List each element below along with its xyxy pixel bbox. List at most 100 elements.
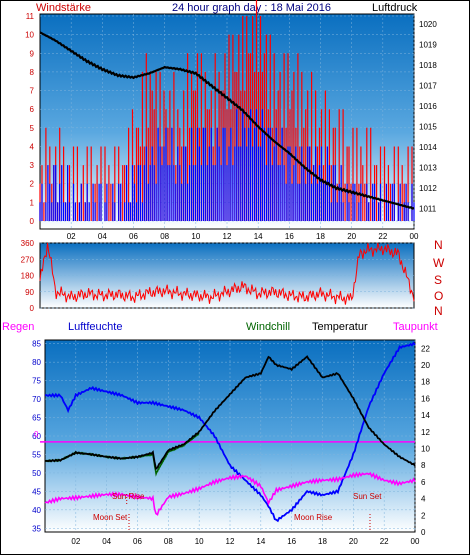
pressure-y-tick-label: 1011 bbox=[419, 205, 437, 214]
wind-x-tick-label: 06 bbox=[129, 232, 138, 241]
pressure-y-tick-label: 1016 bbox=[419, 102, 437, 111]
temperature-y-tick-label: 22 bbox=[421, 344, 430, 353]
humidity-x-tick-label: 10 bbox=[195, 537, 204, 546]
pressure-y-tick-label: 1019 bbox=[419, 41, 437, 50]
direction-y-tick-label: 270 bbox=[21, 255, 35, 264]
humidity-x-tick-label: 14 bbox=[256, 537, 265, 546]
temperature-y-tick-label: 20 bbox=[421, 361, 430, 370]
wind-y-tick-label: 2 bbox=[30, 180, 35, 189]
wind-x-tick-label: 22 bbox=[378, 232, 387, 241]
wind-y-tick-label: 10 bbox=[25, 31, 34, 40]
pressure-y-tick-label: 1017 bbox=[419, 82, 437, 91]
wind-x-tick-label: 16 bbox=[285, 232, 294, 241]
wind-y-tick-label: 1 bbox=[30, 198, 35, 207]
direction-y-tick-label: 180 bbox=[21, 272, 35, 281]
temperature-y-tick-label: 4 bbox=[421, 495, 426, 504]
humidity-x-tick-label: 08 bbox=[164, 537, 173, 546]
wind-x-tick-label: 08 bbox=[160, 232, 169, 241]
direction-y-tick-label: 0 bbox=[30, 304, 35, 313]
temperature-label: Temperatur bbox=[312, 321, 368, 333]
humidity-x-tick-label: 00 bbox=[411, 537, 420, 546]
temperature-y-tick-label: 2 bbox=[421, 511, 426, 520]
humidity-y-tick-label: 85 bbox=[32, 340, 41, 349]
temperature-y-tick-label: 18 bbox=[421, 378, 430, 387]
direction-y-tick-label: 360 bbox=[21, 239, 35, 248]
temperature-y-tick-label: 6 bbox=[421, 478, 426, 487]
wind-x-tick-label: 02 bbox=[67, 232, 76, 241]
wind-pressure-chart: 0123456789101110111012101310141015101610… bbox=[25, 0, 437, 241]
pressure-axis-title: Luftdruck bbox=[372, 2, 418, 14]
humidity-x-tick-label: 04 bbox=[102, 537, 111, 546]
humidity-y-tick-label: 60 bbox=[32, 432, 41, 441]
moon-set-label: Moon Set bbox=[93, 513, 128, 522]
temperature-y-tick-label: 14 bbox=[421, 411, 430, 420]
humidity-x-tick-label: 18 bbox=[318, 537, 327, 546]
humidity-y-tick-label: 80 bbox=[32, 358, 41, 367]
humidity-y-tick-label: 75 bbox=[32, 377, 41, 386]
humidity-x-tick-label: 22 bbox=[380, 537, 389, 546]
direction-series bbox=[39, 242, 415, 305]
pressure-y-tick-label: 1014 bbox=[419, 143, 437, 152]
wind-y-tick-label: 3 bbox=[30, 161, 35, 170]
wind-x-tick-label: 04 bbox=[98, 232, 107, 241]
temperature-y-tick-label: 10 bbox=[421, 445, 430, 454]
rain-zero-label: 0 bbox=[34, 430, 39, 439]
compass-n-top: N bbox=[434, 238, 443, 252]
humidity-x-tick-label: 12 bbox=[226, 537, 235, 546]
temperature-y-tick-label: 8 bbox=[421, 461, 426, 470]
humidity-x-tick-label: 20 bbox=[349, 537, 358, 546]
humidity-y-tick-label: 40 bbox=[32, 506, 41, 515]
temperature-series bbox=[44, 355, 416, 471]
windchill-label: Windchill bbox=[246, 321, 290, 333]
pressure-y-tick-label: 1013 bbox=[419, 164, 437, 173]
chart-title: 24 hour graph day : 18 Mai 2016 bbox=[172, 2, 331, 14]
wind-x-tick-label: 20 bbox=[347, 232, 356, 241]
pressure-y-tick-label: 1018 bbox=[419, 61, 437, 70]
moon-rise-label: Moon Rise bbox=[294, 513, 333, 522]
temperature-y-tick-label: 12 bbox=[421, 428, 430, 437]
humidity-x-tick-label: 16 bbox=[287, 537, 296, 546]
humidity-y-tick-label: 35 bbox=[32, 524, 41, 533]
wind-y-tick-label: 7 bbox=[30, 87, 35, 96]
compass-o: O bbox=[434, 289, 443, 303]
humidity-y-tick-label: 45 bbox=[32, 487, 41, 496]
wind-series bbox=[39, 109, 415, 221]
pressure-y-tick-label: 1020 bbox=[419, 20, 437, 29]
wind-y-tick-label: 4 bbox=[30, 142, 35, 151]
humidity-y-tick-label: 70 bbox=[32, 395, 41, 404]
wind-x-tick-label: 18 bbox=[316, 232, 325, 241]
wind-x-tick-label: 00 bbox=[410, 232, 419, 241]
compass-w: W bbox=[433, 256, 445, 270]
humidity-temperature-chart: 3540455055606570758085024681012141618202… bbox=[32, 340, 430, 546]
dewpoint-series bbox=[44, 471, 416, 516]
temperature-y-tick-label: 0 bbox=[421, 528, 426, 537]
compass-n-bottom: N bbox=[434, 304, 443, 318]
pressure-y-tick-label: 1015 bbox=[419, 123, 437, 132]
direction-y-tick-label: 90 bbox=[25, 288, 34, 297]
wind-y-tick-label: 6 bbox=[30, 105, 35, 114]
humidity-y-tick-label: 50 bbox=[32, 469, 41, 478]
wind-direction-chart: 0 90 180 270 360 bbox=[21, 239, 415, 313]
wind-x-tick-label: 14 bbox=[254, 232, 263, 241]
wind-x-tick-label: 10 bbox=[191, 232, 200, 241]
sun-rise-label: Sun Rise bbox=[112, 492, 145, 501]
wind-axis-title: Windstärke bbox=[36, 2, 91, 14]
wind-y-tick-label: 11 bbox=[26, 12, 35, 21]
temperature-y-tick-label: 16 bbox=[421, 394, 430, 403]
compass-s: S bbox=[434, 273, 442, 287]
humidity-label: Luftfeuchte bbox=[68, 321, 122, 333]
wind-y-tick-label: 9 bbox=[30, 49, 35, 58]
humidity-x-tick-label: 02 bbox=[71, 537, 80, 546]
humidity-x-tick-label: 06 bbox=[133, 537, 142, 546]
pressure-y-tick-label: 1012 bbox=[419, 184, 437, 193]
pressure-series bbox=[39, 31, 415, 210]
humidity-y-tick-label: 55 bbox=[32, 450, 41, 459]
wind-x-tick-label: 12 bbox=[223, 232, 232, 241]
humidity-y-tick-label: 65 bbox=[32, 414, 41, 423]
rain-label: Regen bbox=[2, 321, 34, 333]
sun-set-label: Sun Set bbox=[353, 492, 382, 501]
wind-y-tick-label: 5 bbox=[30, 124, 35, 133]
dewpoint-label: Taupunkt bbox=[393, 321, 438, 333]
humidity-series bbox=[44, 341, 416, 523]
